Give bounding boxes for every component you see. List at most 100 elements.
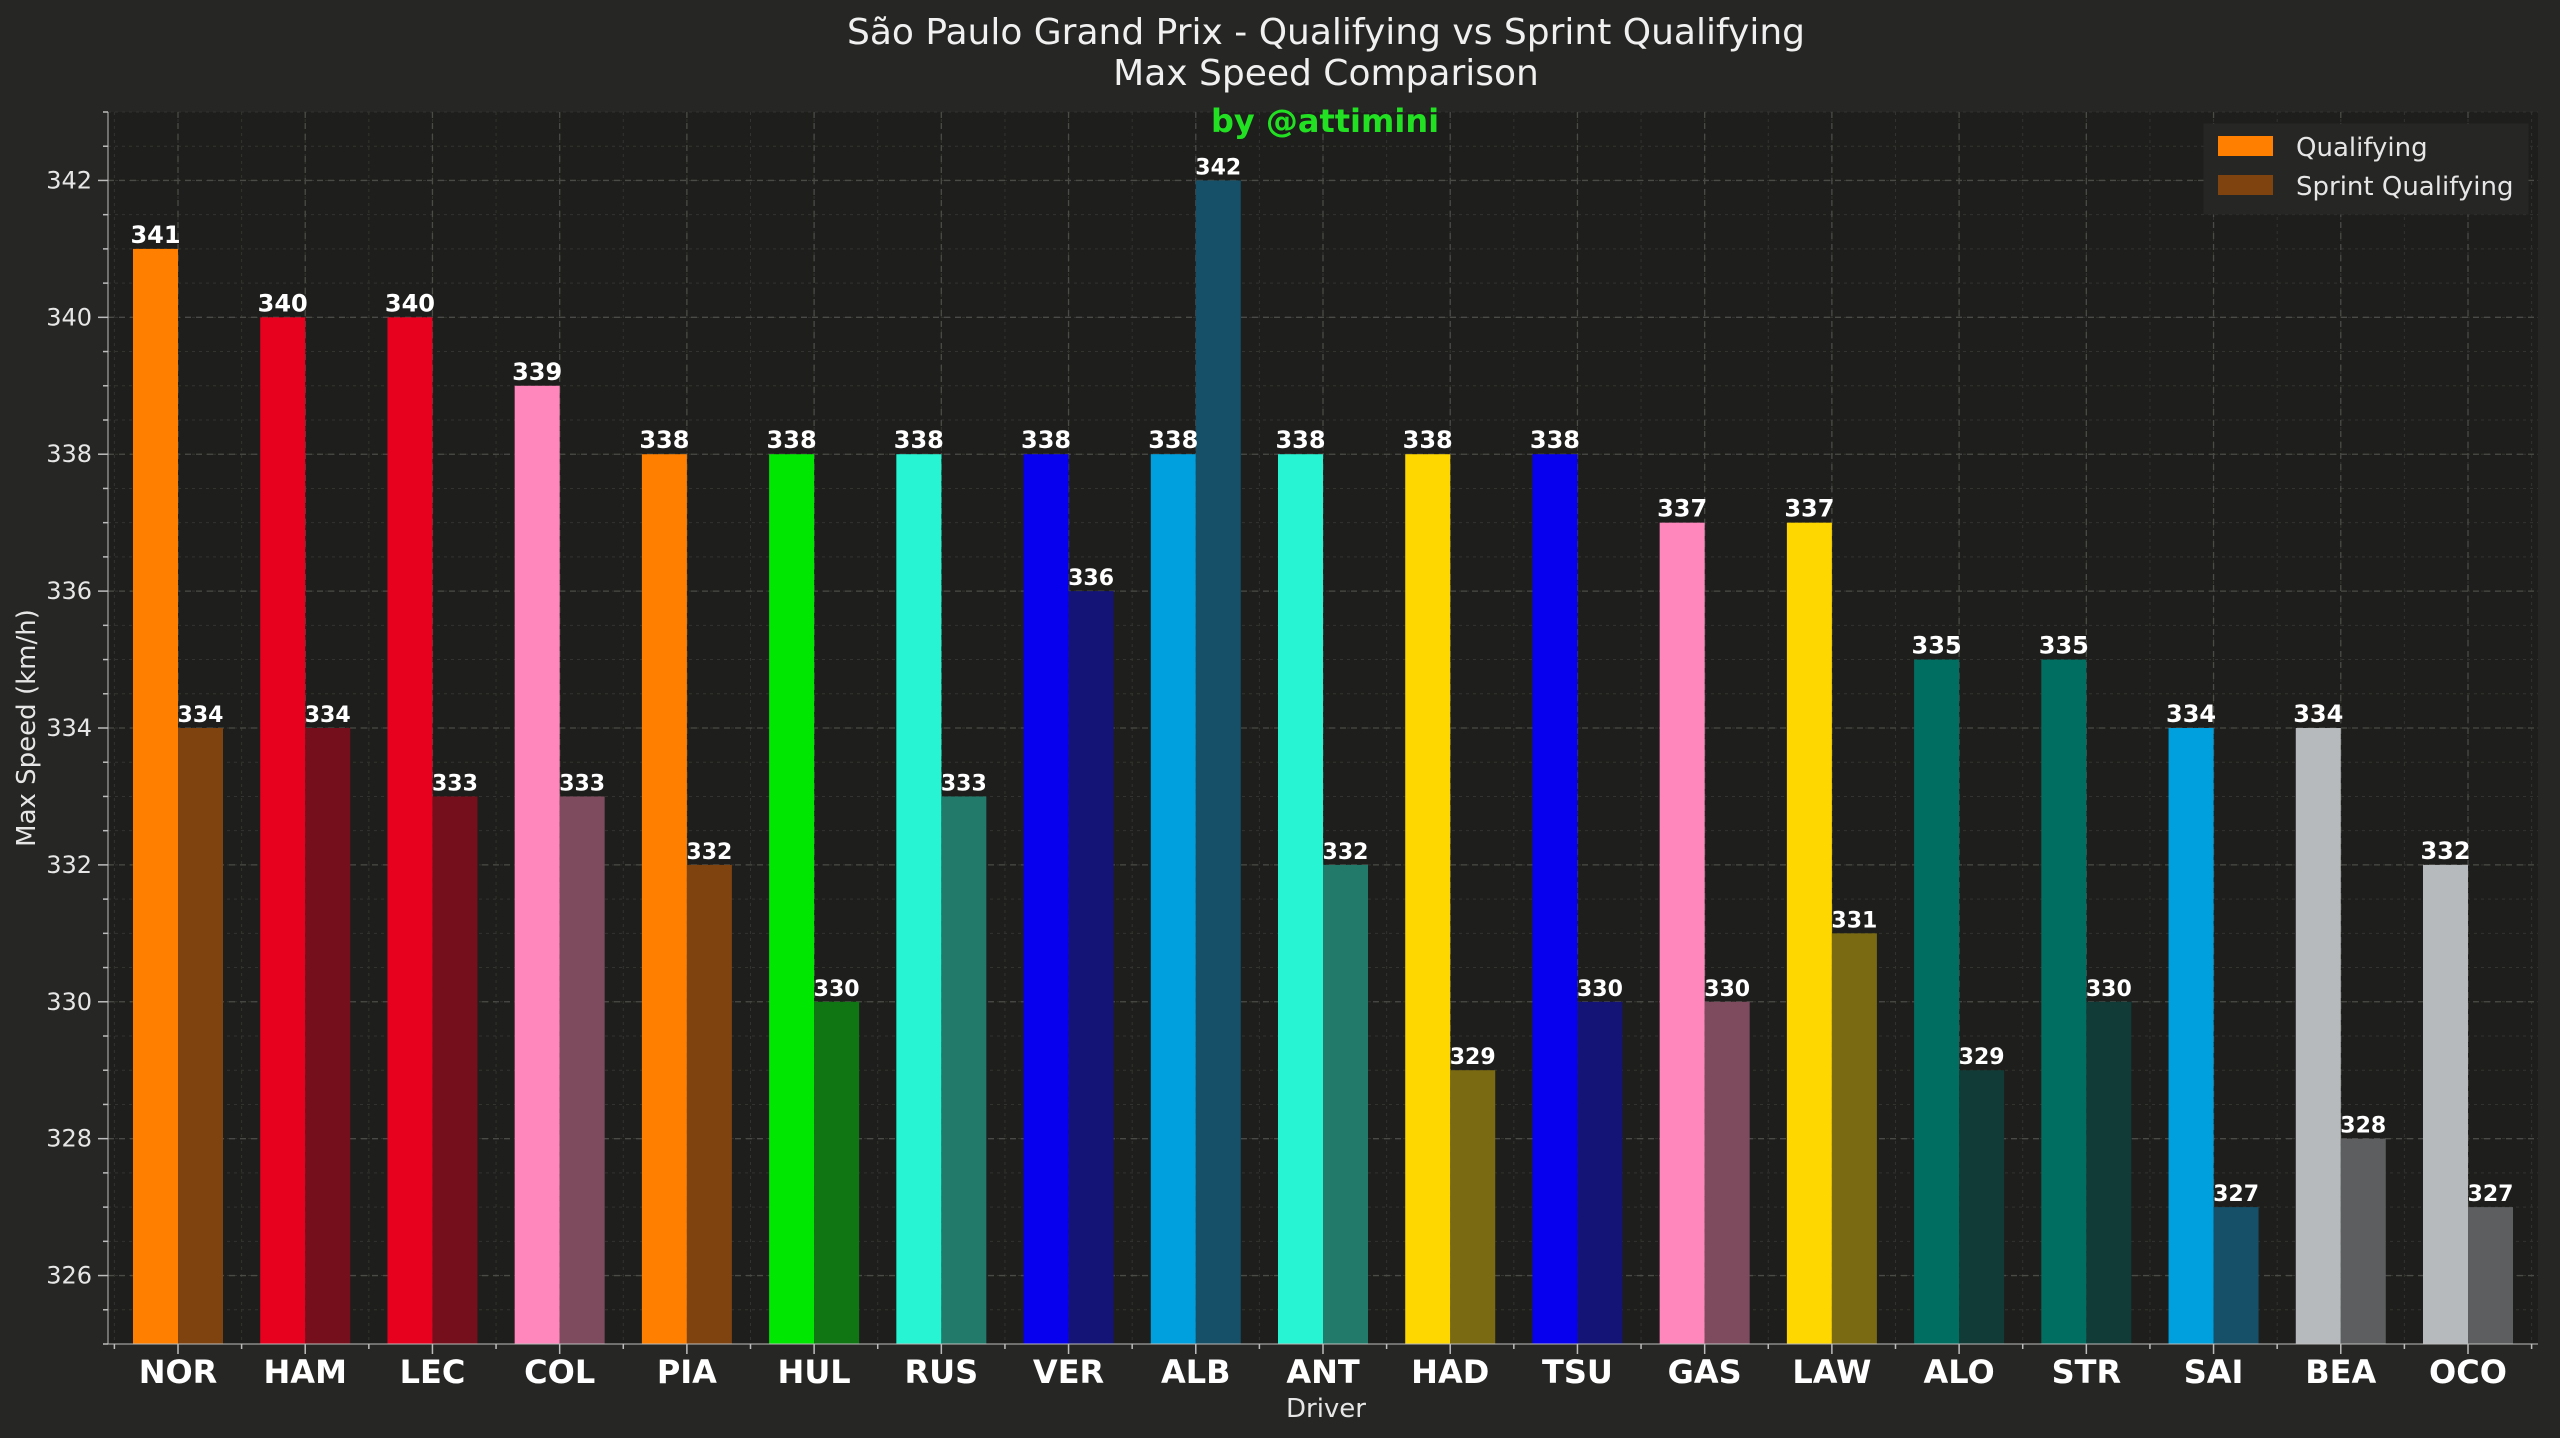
y-tick-label: 326 xyxy=(46,1262,92,1290)
x-tick-label-bea: BEA xyxy=(2305,1353,2376,1391)
bar-qualifying-sai xyxy=(2168,728,2214,1344)
bar-value-label: 339 xyxy=(512,358,562,386)
bar-qualifying-bea xyxy=(2295,728,2341,1344)
bar-qualifying-col xyxy=(514,385,560,1344)
bar-qualifying-tsu xyxy=(1532,454,1578,1344)
bar-value-label: 342 xyxy=(1195,155,1241,180)
bar-sprint-qualifying-had xyxy=(1450,1070,1496,1344)
bar-value-label: 335 xyxy=(1912,632,1962,660)
bar-value-label: 334 xyxy=(2293,700,2343,728)
bar-value-label: 329 xyxy=(1959,1045,2005,1070)
bar-qualifying-gas xyxy=(1659,522,1705,1344)
bar-sprint-qualifying-lec xyxy=(432,796,478,1344)
x-tick-label-had: HAD xyxy=(1411,1353,1489,1391)
bar-qualifying-alo xyxy=(1914,659,1960,1344)
chart-credit: by @attimini xyxy=(1211,102,1439,140)
bar-qualifying-oco xyxy=(2423,864,2468,1344)
bar-sprint-qualifying-ant xyxy=(1323,864,1368,1344)
bar-value-label: 341 xyxy=(130,221,180,249)
y-tick-label: 332 xyxy=(46,851,92,879)
y-tick-label: 328 xyxy=(46,1125,92,1153)
bar-value-label: 330 xyxy=(2086,977,2132,1002)
bar-value-label: 333 xyxy=(432,771,478,796)
bar-value-label: 329 xyxy=(1450,1045,1496,1070)
bar-value-label: 338 xyxy=(1021,426,1071,454)
bar-value-label: 334 xyxy=(305,703,351,728)
bar-sprint-qualifying-ham xyxy=(305,728,351,1344)
bar-sprint-qualifying-oco xyxy=(2468,1207,2513,1344)
bar-value-label: 337 xyxy=(1657,495,1707,523)
bar-sprint-qualifying-sai xyxy=(2213,1207,2259,1344)
bar-value-label: 338 xyxy=(1530,426,1580,454)
bar-qualifying-pia xyxy=(641,454,687,1344)
bar-qualifying-rus xyxy=(896,454,942,1344)
bar-value-label: 328 xyxy=(2340,1114,2386,1139)
bar-value-label: 330 xyxy=(814,977,860,1002)
bar-value-label: 333 xyxy=(559,771,605,796)
bar-value-label: 332 xyxy=(2420,837,2470,865)
bar-sprint-qualifying-hul xyxy=(814,1001,860,1344)
chart-subtitle: Max Speed Comparison xyxy=(1113,53,1539,94)
bar-value-label: 338 xyxy=(1148,426,1198,454)
y-tick-label: 338 xyxy=(46,440,92,468)
bar-sprint-qualifying-pia xyxy=(686,864,732,1344)
bars xyxy=(133,180,2513,1344)
bar-qualifying-lec xyxy=(387,317,433,1344)
x-tick-label-str: STR xyxy=(2052,1353,2122,1391)
bar-qualifying-had xyxy=(1405,454,1451,1344)
bar-value-label: 332 xyxy=(686,840,732,865)
x-tick-label-ham: HAM xyxy=(264,1353,347,1391)
bar-value-label: 327 xyxy=(2213,1182,2259,1207)
x-tick-label-oco: OCO xyxy=(2429,1353,2507,1391)
bar-sprint-qualifying-tsu xyxy=(1577,1001,1623,1344)
chart-title: São Paulo Grand Prix - Qualifying vs Spr… xyxy=(847,12,1805,53)
x-tick-label-nor: NOR xyxy=(139,1353,218,1391)
y-tick-label: 342 xyxy=(46,166,92,194)
bar-sprint-qualifying-ver xyxy=(1068,591,1114,1344)
y-tick-label: 334 xyxy=(46,714,92,742)
bar-value-label: 340 xyxy=(258,289,308,317)
x-tick-label-ver: VER xyxy=(1033,1353,1104,1391)
legend-swatch-sprint-qualifying xyxy=(2218,175,2273,195)
bar-value-label: 335 xyxy=(2039,632,2089,660)
bar-value-label: 333 xyxy=(941,771,987,796)
bar-value-label: 327 xyxy=(2468,1182,2514,1207)
y-tick-label: 340 xyxy=(46,303,92,331)
legend-label-sprint-qualifying: Sprint Qualifying xyxy=(2296,172,2513,202)
bar-value-label: 330 xyxy=(1704,977,1750,1002)
x-tick-label-ant: ANT xyxy=(1286,1353,1360,1391)
bar-sprint-qualifying-rus xyxy=(941,796,987,1344)
bar-qualifying-hul xyxy=(769,454,815,1344)
y-tick-label: 336 xyxy=(46,577,92,605)
x-tick-label-gas: GAS xyxy=(1668,1353,1742,1391)
bar-value-label: 337 xyxy=(1784,495,1834,523)
x-tick-label-lec: LEC xyxy=(400,1353,466,1391)
bar-qualifying-ant xyxy=(1278,454,1323,1344)
bar-value-label: 338 xyxy=(894,426,944,454)
legend-label-qualifying: Qualifying xyxy=(2296,133,2428,163)
legend-swatch-qualifying xyxy=(2218,136,2273,156)
bar-sprint-qualifying-col xyxy=(559,796,605,1344)
bar-sprint-qualifying-law xyxy=(1831,933,1877,1344)
bar-sprint-qualifying-bea xyxy=(2340,1138,2386,1344)
x-tick-label-hul: HUL xyxy=(778,1353,851,1391)
x-tick-label-sai: SAI xyxy=(2184,1353,2244,1391)
bar-qualifying-law xyxy=(1786,522,1832,1344)
bar-qualifying-ver xyxy=(1023,454,1069,1344)
bar-sprint-qualifying-gas xyxy=(1704,1001,1750,1344)
bar-value-label: 334 xyxy=(178,703,224,728)
bar-value-label: 338 xyxy=(1403,426,1453,454)
bar-value-label: 330 xyxy=(1577,977,1623,1002)
bar-value-label: 340 xyxy=(385,289,435,317)
bar-labels: 341 340 340 339 338 338 338 338 338 338 338 338 337 3… xyxy=(130,155,2513,1207)
bar-value-label: 332 xyxy=(1323,840,1369,865)
bar-value-label: 334 xyxy=(2166,700,2216,728)
x-tick-label-alb: ALB xyxy=(1161,1353,1231,1391)
x-tick-label-pia: PIA xyxy=(657,1353,717,1391)
bar-qualifying-alb xyxy=(1150,454,1196,1344)
bar-value-label: 338 xyxy=(1275,426,1325,454)
bar-value-label: 331 xyxy=(1831,908,1877,933)
axes: 326 328 330 332 334 336 338 340 342 NOR HAM LEC COL P… xyxy=(46,111,2538,1391)
